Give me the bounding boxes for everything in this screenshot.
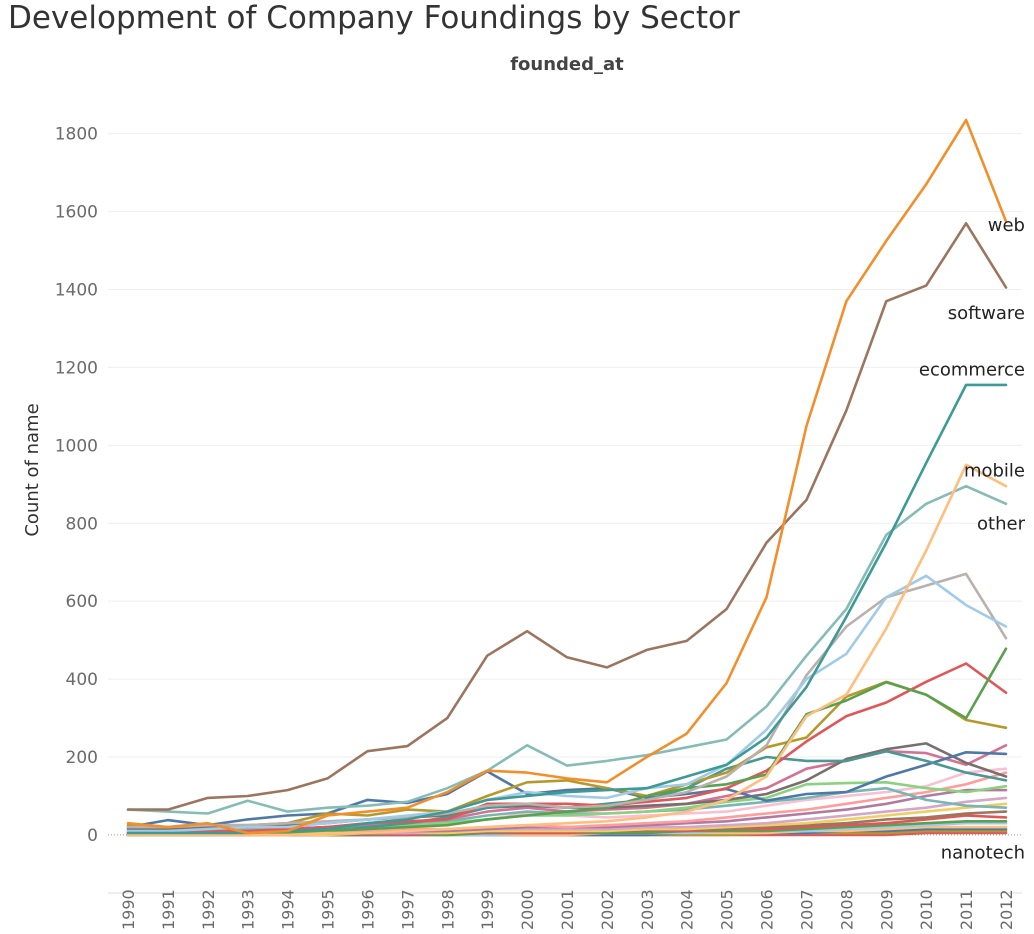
- x-tick-label: 1999: [478, 889, 497, 930]
- x-tick-label: 2003: [638, 889, 657, 930]
- y-axis-ticks: 0 200 400 600 800 1000 1200 1400 1600 1800: [55, 125, 98, 846]
- x-tick-label: 1997: [398, 889, 417, 930]
- x-axis-ticks: 1990 1991 1992 1993 1994 1995 1996 1997 1998 1999…: [119, 889, 1016, 930]
- x-tick-label: 1996: [358, 889, 377, 930]
- chart-title: Development of Company Foundings by Sect…: [8, 0, 740, 36]
- x-tick-label: 2000: [518, 889, 537, 930]
- y-tick-label: 0: [87, 826, 98, 846]
- x-tick-label: 2011: [957, 889, 976, 930]
- x-tick-label: 2004: [678, 889, 697, 930]
- y-tick-label: 1800: [55, 125, 98, 145]
- end-label-ecommerce: ecommerce: [919, 359, 1025, 380]
- series-line: [126, 574, 1008, 833]
- y-tick-label: 1000: [55, 436, 98, 456]
- series-line-mobile: [126, 463, 1008, 837]
- end-label-other: other: [977, 513, 1026, 534]
- x-tick-label: 2010: [917, 889, 936, 930]
- y-tick-label: 1600: [55, 203, 98, 223]
- x-tick-label: 1998: [438, 889, 457, 930]
- x-tick-label: 2012: [997, 889, 1016, 930]
- series-line-web: [126, 118, 1008, 835]
- x-tick-label: 1993: [239, 889, 258, 930]
- series-lines: [126, 118, 1008, 837]
- y-tick-label: 200: [66, 748, 98, 768]
- x-tick-label: 2008: [837, 889, 856, 930]
- series-end-labels: web software ecommerce mobile other nanotech: [919, 215, 1026, 863]
- y-tick-label: 1200: [55, 358, 98, 378]
- series-line: [126, 750, 1008, 829]
- x-tick-label: 1991: [159, 889, 178, 930]
- x-tick-label: 2009: [877, 889, 896, 930]
- x-tick-label: 2007: [797, 889, 816, 930]
- x-tick-label: 1995: [319, 889, 338, 930]
- end-label-nanotech: nanotech: [941, 842, 1025, 863]
- series-line: [126, 662, 1008, 835]
- y-tick-label: 400: [66, 670, 98, 690]
- x-tick-label: 1994: [279, 889, 298, 930]
- end-label-software: software: [948, 303, 1025, 324]
- end-label-mobile: mobile: [964, 461, 1025, 482]
- y-axis-title: Count of name: [22, 403, 43, 536]
- y-tick-label: 800: [66, 514, 98, 534]
- x-tick-label: 2002: [598, 889, 617, 930]
- x-tick-label: 2001: [558, 889, 577, 930]
- series-line-software: [126, 222, 1008, 811]
- series-line: [126, 572, 1008, 829]
- series-line-other: [126, 484, 1008, 815]
- x-tick-label: 2005: [718, 889, 737, 930]
- y-tick-label: 1400: [55, 280, 98, 300]
- y-tick-label: 600: [66, 592, 98, 612]
- x-tick-label: 2006: [758, 889, 777, 930]
- column-header: founded_at: [510, 54, 624, 75]
- end-label-web: web: [988, 215, 1025, 236]
- series-line: [126, 647, 1008, 837]
- x-tick-label: 1990: [119, 889, 138, 930]
- x-tick-label: 1992: [199, 889, 218, 930]
